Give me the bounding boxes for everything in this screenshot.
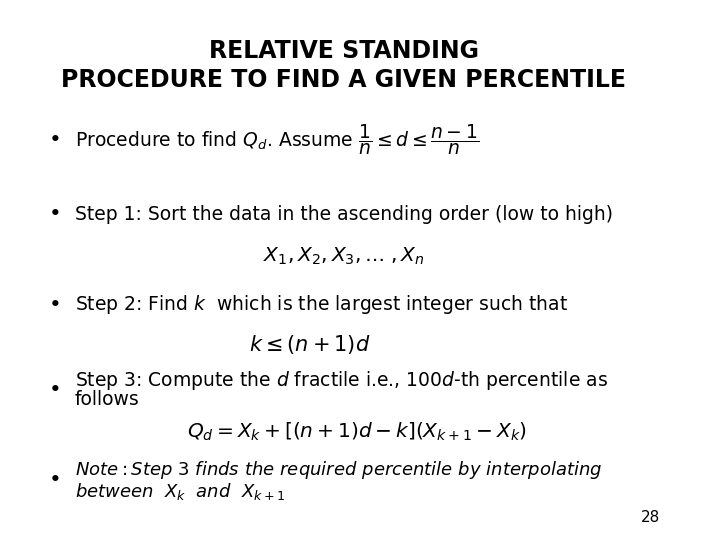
Text: $Q_d = X_k + \left[(n+1)d - k\right]\left(X_{k+1} - X_k\right)$: $Q_d = X_k + \left[(n+1)d - k\right]\lef… — [187, 421, 527, 443]
Text: •: • — [48, 130, 61, 150]
Text: Step 2: Find $k$  which is the largest integer such that: Step 2: Find $k$ which is the largest in… — [75, 293, 568, 316]
Text: •: • — [48, 204, 61, 224]
Text: Procedure to find $Q_d$. Assume $\dfrac{1}{n} \leq d \leq \dfrac{n-1}{n}$: Procedure to find $Q_d$. Assume $\dfrac{… — [75, 123, 480, 157]
Text: •: • — [48, 470, 61, 490]
Text: Step 1: Sort the data in the ascending order (low to high): Step 1: Sort the data in the ascending o… — [75, 205, 613, 224]
Text: •: • — [48, 294, 61, 315]
Text: $k \leq (n+1)d$: $k \leq (n+1)d$ — [250, 333, 371, 356]
Text: Step 3: Compute the $d$ fractile i.e., 100$d$-th percentile as: Step 3: Compute the $d$ fractile i.e., 1… — [75, 369, 608, 392]
Text: follows: follows — [75, 390, 140, 409]
Text: $\it{between}$  $X_k$  $\it{and}$  $X_{k+1}$: $\it{between}$ $X_k$ $\it{and}$ $X_{k+1}… — [75, 481, 285, 502]
Text: $\it{Note: Step\ 3\ finds\ the\ required\ percentile\ by\ interpolating}$: $\it{Note: Step\ 3\ finds\ the\ required… — [75, 460, 603, 482]
Text: 28: 28 — [641, 510, 660, 525]
Text: $X_1, X_2, X_3, \ldots\;, X_n$: $X_1, X_2, X_3, \ldots\;, X_n$ — [263, 246, 425, 267]
Text: RELATIVE STANDING
PROCEDURE TO FIND A GIVEN PERCENTILE: RELATIVE STANDING PROCEDURE TO FIND A GI… — [61, 39, 626, 92]
Text: •: • — [48, 380, 61, 400]
